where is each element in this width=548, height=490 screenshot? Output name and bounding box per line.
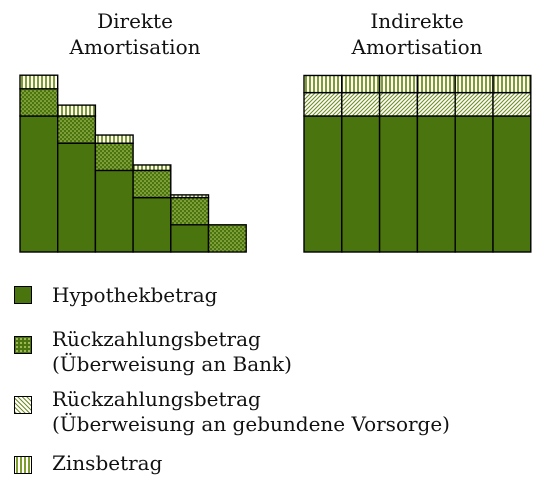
direct-rueckzahlung-bar-2 (57, 115, 97, 144)
direct-rueckzahlung-bar-4 (132, 169, 172, 199)
direct-rueckzahlung-bar-5 (170, 196, 210, 226)
indirect-hypothek-bar-4 (416, 115, 456, 253)
legend-label-hypothek: Hypothekbetrag (52, 283, 217, 308)
legend-label-line-2: (Überweisung an gebundene Vorsorge) (52, 412, 450, 436)
legend-item-zins: Zinsbetrag (14, 451, 162, 476)
legend-swatch-hypothek (14, 286, 32, 304)
legend-label-line-1: Rückzahlungsbetrag (52, 327, 261, 351)
direct-rueckzahlung-bar-1 (19, 88, 59, 117)
direct-zins-bar-5 (170, 194, 210, 199)
direct-amortisation-title: Direkte Amortisation (20, 8, 250, 60)
indirect-zins-bar-2 (341, 74, 381, 94)
indirect-rueckzahlung-bar-4 (416, 91, 456, 117)
legend-label-line-1: Rückzahlungsbetrag (52, 387, 261, 411)
legend-label-line-1: Zinsbetrag (52, 451, 163, 475)
indirect-rueckzahlung-bar-1 (303, 91, 343, 117)
indirect-title-line1: Indirekte (370, 9, 464, 33)
indirect-title-line2: Amortisation (351, 35, 483, 59)
indirect-hypothek-bar-5 (454, 115, 494, 253)
direct-hypothek-bar-2 (57, 142, 97, 253)
direct-zins-bar-1 (19, 74, 59, 90)
direct-zins-bar-4 (132, 164, 172, 172)
direct-rueckzahlung-bar-6 (207, 224, 247, 253)
indirect-rueckzahlung-bar-5 (454, 91, 494, 117)
indirect-zins-bar-5 (454, 74, 494, 94)
legend-swatch-rueck_vorsorge (14, 396, 32, 414)
legend-swatch-rueck_bank (14, 336, 32, 354)
direct-hypothek-bar-3 (94, 169, 134, 253)
direct-title-line2: Amortisation (69, 35, 201, 59)
legend-label-zins: Zinsbetrag (52, 451, 162, 476)
direct-rueckzahlung-bar-3 (94, 142, 134, 172)
legend-item-rueck_vorsorge: Rückzahlungsbetrag (Überweisung an gebund… (14, 387, 450, 437)
direct-amortisation-chart (19, 74, 247, 253)
legend-swatch-zins (14, 456, 32, 474)
direct-hypothek-bar-5 (170, 224, 210, 253)
direct-zins-bar-3 (94, 134, 134, 144)
indirect-zins-bar-6 (492, 74, 532, 94)
indirect-rueckzahlung-bar-3 (378, 91, 419, 117)
indirect-rueckzahlung-bar-6 (492, 91, 532, 117)
indirect-zins-bar-1 (303, 74, 343, 94)
legend-item-rueck_bank: Rückzahlungsbetrag (Überweisung an Bank) (14, 327, 292, 377)
indirect-rueckzahlung-bar-2 (341, 91, 381, 117)
indirect-zins-bar-3 (378, 74, 419, 94)
indirect-hypothek-bar-6 (492, 115, 532, 253)
indirect-amortisation-chart (303, 74, 532, 253)
legend-label-rueck_vorsorge: Rückzahlungsbetrag (Überweisung an gebund… (52, 387, 450, 437)
direct-zins-bar-2 (57, 104, 97, 117)
indirect-zins-bar-4 (416, 74, 456, 94)
indirect-amortisation-title: Indirekte Amortisation (302, 8, 532, 60)
direct-hypothek-bar-1 (19, 115, 59, 253)
legend-label-line-2: (Überweisung an Bank) (52, 352, 292, 376)
legend-item-hypothek: Hypothekbetrag (14, 283, 217, 308)
indirect-hypothek-bar-2 (341, 115, 381, 253)
legend-label-line-1: Hypothekbetrag (52, 283, 218, 307)
direct-hypothek-bar-4 (132, 196, 172, 253)
legend-label-rueck_bank: Rückzahlungsbetrag (Überweisung an Bank) (52, 327, 292, 377)
direct-title-line1: Direkte (97, 9, 173, 33)
indirect-hypothek-bar-1 (303, 115, 343, 253)
indirect-hypothek-bar-3 (378, 115, 419, 253)
